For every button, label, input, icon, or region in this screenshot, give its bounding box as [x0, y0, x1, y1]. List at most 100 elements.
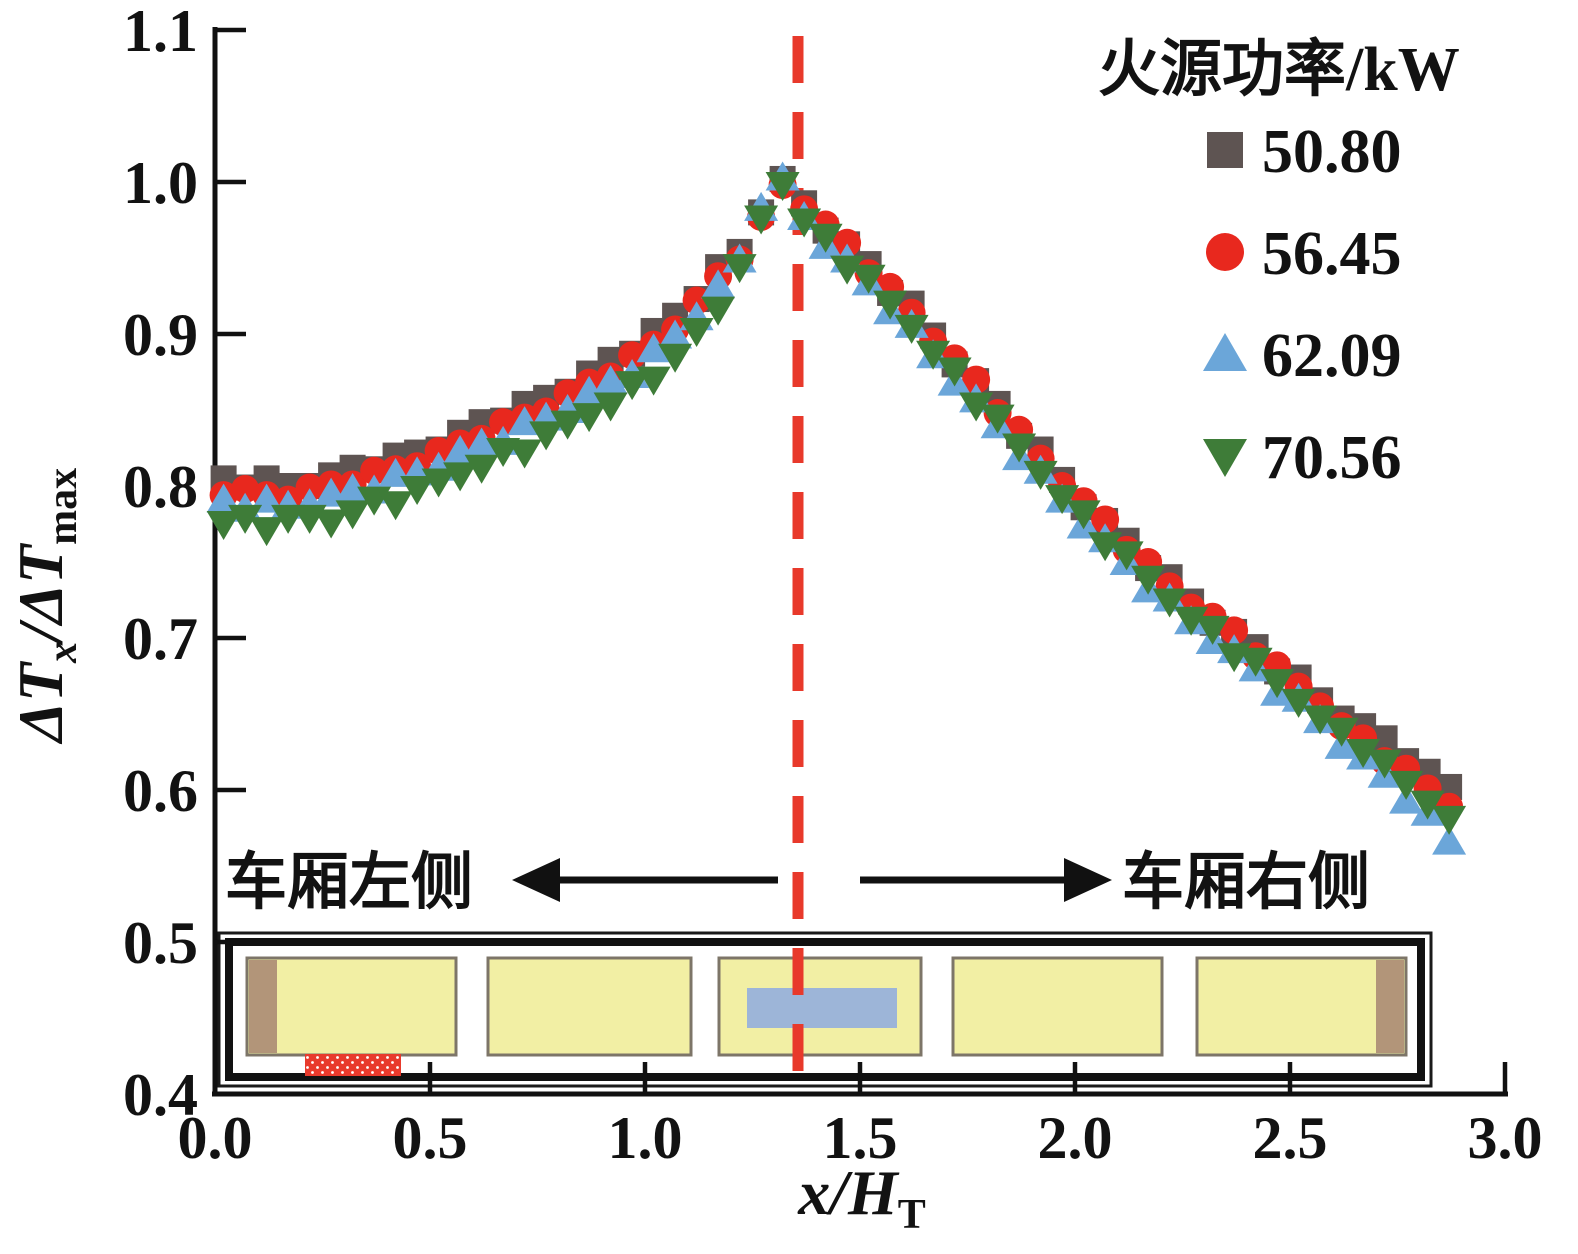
data-point [1281, 688, 1316, 718]
data-point [1303, 705, 1338, 735]
data-point [335, 500, 370, 530]
data-point [572, 403, 607, 433]
data-point [765, 172, 800, 202]
data-point [937, 357, 972, 387]
data-point [1260, 669, 1295, 699]
data-point [206, 511, 241, 540]
data-point [962, 365, 991, 394]
data-point [231, 475, 260, 504]
left-side-label: 车厢左侧 [225, 848, 473, 917]
y-tick-label: 0.5 [123, 910, 198, 976]
data-point [916, 340, 951, 370]
x-tick-labels: 0.0 0.5 1.0 1.5 2.0 2.5 3.0 [178, 1105, 1543, 1171]
legend-label: 56.45 [1262, 220, 1402, 288]
data-point [1220, 616, 1249, 645]
data-points [206, 161, 1467, 855]
data-point [1432, 805, 1467, 835]
data-point [1002, 433, 1037, 463]
y-axis-title: ΔTx/ΔTmax [5, 468, 86, 745]
y-tick-label: 0.6 [123, 758, 198, 824]
seat-blue [747, 988, 897, 1028]
window-5 [1195, 956, 1408, 1057]
data-point [959, 392, 994, 422]
legend-label: 50.80 [1262, 118, 1402, 186]
data-point [295, 473, 324, 502]
data-point [830, 255, 865, 285]
data-point [1066, 500, 1101, 530]
data-point [658, 343, 693, 373]
right-side-label: 车厢右侧 [1122, 848, 1370, 917]
data-point [1346, 739, 1381, 768]
data-point [1109, 541, 1144, 571]
data-point [593, 392, 628, 422]
data-point [833, 228, 862, 257]
data-point [550, 410, 585, 440]
data-point [1324, 717, 1359, 747]
y-tick-label: 0.4 [123, 1062, 198, 1128]
data-point [1045, 485, 1080, 515]
legend: 火源功率/kW 50.80 56.45 62.09 70.56 [1098, 35, 1460, 492]
carriage-schematic [217, 931, 1433, 1088]
door-right [1376, 960, 1404, 1053]
x-tick-label: 0.0 [178, 1105, 253, 1171]
y-tick-label: 0.9 [123, 302, 198, 368]
x-axis-title: x/HT [797, 1157, 926, 1238]
y-tick-label: 1.0 [123, 150, 198, 216]
data-point [314, 509, 349, 539]
x-tick-label: 3.0 [1468, 1105, 1543, 1171]
data-point [400, 476, 435, 506]
data-point [271, 504, 306, 534]
data-point [507, 439, 542, 469]
data-point [787, 208, 822, 238]
tick-marks [212, 27, 1508, 1097]
data-point [228, 504, 263, 534]
data-point [1174, 606, 1209, 636]
data-point [529, 421, 564, 451]
data-point [808, 223, 843, 253]
y-tick-label: 0.8 [123, 454, 198, 520]
data-point [679, 317, 714, 347]
data-point [1195, 615, 1230, 645]
data-point [615, 371, 650, 401]
data-point [658, 319, 693, 349]
data-point [378, 491, 413, 521]
data-point [464, 454, 499, 484]
data-point [1088, 532, 1123, 562]
x-tick-label: 2.0 [1038, 1105, 1113, 1171]
data-point [1410, 790, 1445, 820]
axes [212, 27, 1508, 1097]
data-point [873, 290, 908, 320]
data-point [851, 264, 886, 294]
data-point [443, 462, 478, 492]
data-point [424, 437, 453, 466]
data-point [636, 366, 671, 396]
data-point [421, 468, 456, 498]
data-point [1432, 825, 1467, 855]
data-point [249, 517, 284, 547]
legend-marker-circle [1206, 233, 1244, 271]
window-2 [486, 956, 693, 1057]
data-point [1091, 505, 1120, 534]
y-tick-labels: 1.1 1.0 0.9 0.8 0.7 0.6 0.5 0.4 [123, 0, 198, 1128]
left-arrow-head-icon [512, 858, 560, 902]
data-point [636, 333, 671, 363]
window-1 [245, 956, 458, 1057]
legend-label: 62.09 [1262, 322, 1402, 390]
data-point [553, 379, 582, 408]
x-tick-label: 2.5 [1253, 1105, 1328, 1171]
data-point [618, 341, 647, 370]
data-point [980, 404, 1015, 434]
x-tick-label: 1.0 [608, 1105, 683, 1171]
data-point [1131, 565, 1166, 595]
x-tick-label: 0.5 [393, 1105, 468, 1171]
data-point [1152, 588, 1187, 618]
legend-label: 70.56 [1262, 424, 1402, 492]
data-point [894, 314, 929, 344]
legend-title: 火源功率/kW [1098, 35, 1460, 104]
fire-source [305, 1054, 401, 1076]
legend-marker-triangle-down [1203, 439, 1247, 477]
window-4 [951, 956, 1164, 1057]
data-point [335, 473, 370, 503]
